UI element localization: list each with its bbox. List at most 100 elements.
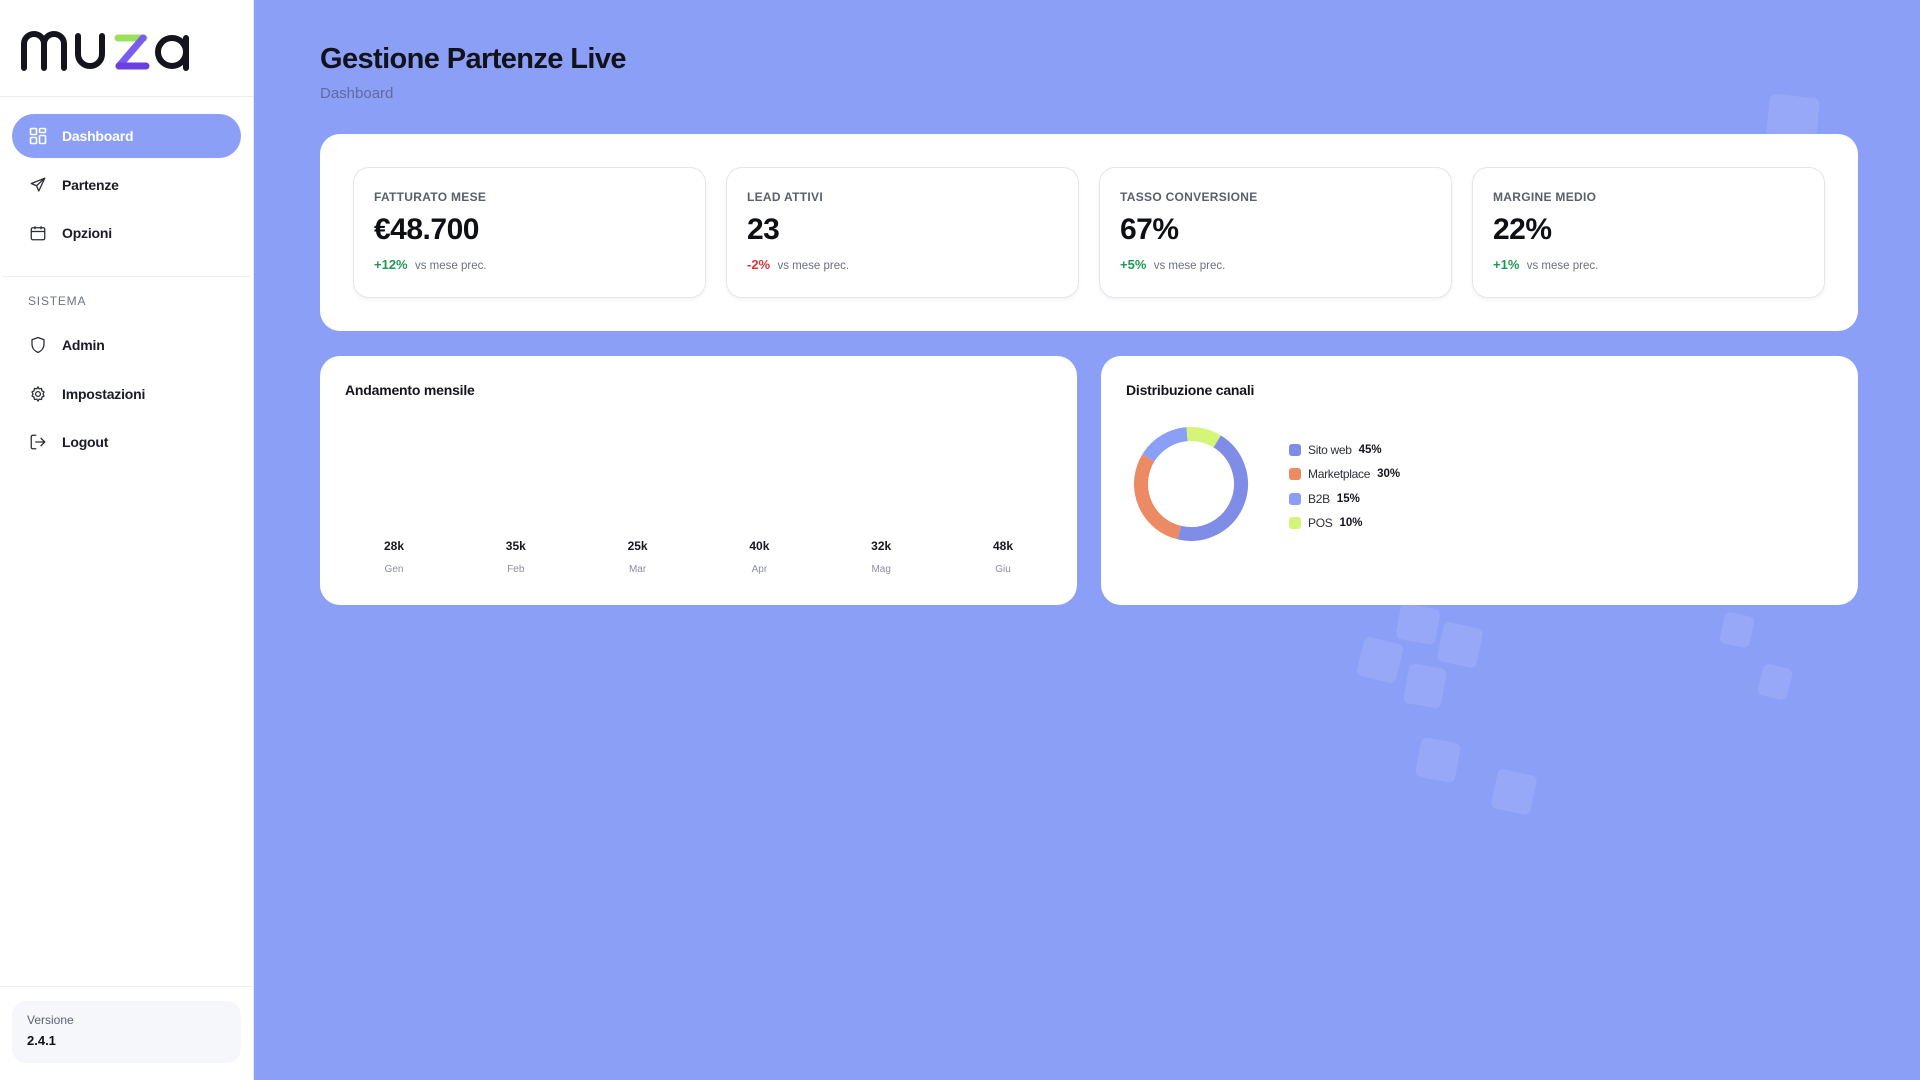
bar-category-label: Mag bbox=[871, 564, 891, 575]
kpi-panel: FATTURATO MESE €48.700 +12% vs mese prec… bbox=[320, 134, 1858, 331]
kpi-value: 23 bbox=[747, 213, 780, 246]
nav-item-label: Dashboard bbox=[62, 128, 134, 144]
legend-swatch bbox=[1289, 492, 1301, 505]
decorative-square bbox=[1490, 768, 1538, 816]
kpi-delta-note: vs mese prec. bbox=[414, 260, 487, 272]
bar-value-label: 25k bbox=[627, 539, 648, 553]
monthly-trend-panel: Andamento mensile 28k Gen 35k Feb 25k Mar 40k A… bbox=[320, 356, 1077, 605]
nav-item-admin[interactable]: Admin bbox=[12, 323, 241, 367]
nav-item-logout[interactable]: Logout bbox=[12, 420, 241, 464]
legend-swatch bbox=[1289, 468, 1301, 481]
legend-item: POS 10% bbox=[1289, 511, 1400, 535]
kpi-label: FATTURATO MESE bbox=[374, 190, 487, 204]
kpi-value: 67% bbox=[1120, 213, 1179, 246]
kpi-delta: +12% bbox=[374, 257, 408, 272]
nav-item-opzioni[interactable]: Opzioni bbox=[12, 211, 241, 255]
main-content: Gestione Partenze Live Dashboard FATTURA… bbox=[320, 0, 1858, 605]
section-title-sistema: SISTEMA bbox=[28, 294, 87, 308]
donut-slice[interactable] bbox=[1142, 427, 1189, 462]
legend-item: B2B 15% bbox=[1289, 487, 1400, 511]
main-nav: Dashboard Partenze Opzioni bbox=[0, 97, 253, 255]
bar-column[interactable]: 48k Giu bbox=[968, 539, 1038, 575]
version-box: Versione 2.4.1 bbox=[12, 1001, 241, 1063]
kpi-label: LEAD ATTIVI bbox=[747, 190, 823, 204]
bar-category-label: Gen bbox=[384, 564, 404, 575]
donut-slice[interactable] bbox=[1134, 454, 1182, 540]
kpi-card-lead: LEAD ATTIVI 23 -2% vs mese prec. bbox=[726, 167, 1079, 298]
kpi-delta-row: +1% vs mese prec. bbox=[1493, 257, 1804, 272]
nav-item-label: Opzioni bbox=[62, 225, 112, 241]
bar-category-label: Apr bbox=[751, 564, 768, 575]
bar-category-label: Giu bbox=[995, 564, 1011, 575]
plane-icon bbox=[28, 175, 48, 195]
bar-column[interactable]: 32k Mag bbox=[846, 539, 916, 575]
kpi-delta-row: +12% vs mese prec. bbox=[374, 257, 685, 272]
page-title: Gestione Partenze Live bbox=[320, 43, 627, 75]
kpi-label: TASSO CONVERSIONE bbox=[1120, 190, 1258, 204]
channels-panel: Distribuzione canali Sito web 45% Marketpl… bbox=[1101, 356, 1858, 605]
bar-value-label: 35k bbox=[505, 539, 526, 553]
decorative-square bbox=[1355, 635, 1405, 685]
nav-item-label: Partenze bbox=[62, 176, 119, 193]
legend-value: 15% bbox=[1336, 492, 1360, 505]
bar-column[interactable]: 25k Mar bbox=[603, 539, 673, 575]
decorative-square bbox=[1402, 663, 1448, 709]
logo-area: muza bbox=[0, 0, 253, 97]
shield-icon bbox=[28, 335, 48, 355]
legend-label: Sito web bbox=[1308, 443, 1352, 458]
donut-slice[interactable] bbox=[1186, 427, 1221, 448]
sidebar-divider bbox=[3, 276, 250, 277]
bar-column[interactable]: 35k Feb bbox=[481, 539, 551, 575]
panel-title: Andamento mensile bbox=[345, 382, 475, 398]
nav-item-label: Impostazioni bbox=[62, 385, 146, 402]
nav-item-impostazioni[interactable]: Impostazioni bbox=[12, 372, 241, 416]
legend-item: Sito web 45% bbox=[1289, 438, 1400, 462]
kpi-delta-row: +5% vs mese prec. bbox=[1120, 257, 1431, 272]
kpi-card-fatturato: FATTURATO MESE €48.700 +12% vs mese prec… bbox=[353, 167, 706, 298]
legend-swatch bbox=[1289, 444, 1301, 457]
sidebar: muza Dashboard bbox=[0, 0, 254, 1080]
kpi-delta: +5% bbox=[1120, 257, 1147, 272]
donut-slice[interactable] bbox=[1177, 435, 1248, 541]
legend-value: 10% bbox=[1339, 517, 1363, 530]
kpi-delta-note: vs mese prec. bbox=[1153, 260, 1226, 272]
decorative-square bbox=[1756, 662, 1794, 702]
decorative-square bbox=[1414, 736, 1462, 784]
bar-value-label: 48k bbox=[992, 539, 1013, 553]
bar-value-label: 28k bbox=[383, 539, 405, 553]
dashboard-grid-icon bbox=[28, 126, 48, 146]
nav-item-label: Logout bbox=[62, 434, 109, 450]
gear-icon bbox=[28, 384, 48, 404]
bar-value-label: 32k bbox=[871, 539, 892, 553]
breadcrumb[interactable]: Dashboard bbox=[320, 85, 394, 102]
kpi-value: €48.700 bbox=[374, 213, 479, 246]
decorative-square bbox=[1395, 602, 1441, 646]
kpi-card-conversione: TASSO CONVERSIONE 67% +5% vs mese prec. bbox=[1099, 167, 1452, 298]
legend-label: B2B bbox=[1308, 491, 1330, 506]
panel-title: Distribuzione canali bbox=[1126, 382, 1255, 398]
bar-category-label: Feb bbox=[507, 564, 525, 575]
version-label: Versione bbox=[27, 1013, 74, 1027]
muza-logo[interactable]: muza bbox=[20, 24, 210, 72]
legend-value: 45% bbox=[1358, 444, 1382, 457]
kpi-delta: -2% bbox=[747, 257, 771, 272]
logout-icon bbox=[28, 432, 48, 452]
nav-item-dashboard[interactable]: Dashboard bbox=[12, 114, 241, 158]
kpi-value: 22% bbox=[1493, 213, 1552, 246]
kpi-delta-note: vs mese prec. bbox=[777, 260, 850, 272]
bar-value-label: 40k bbox=[749, 539, 770, 553]
nav-item-label: Admin bbox=[62, 337, 105, 353]
bar-column[interactable]: 28k Gen bbox=[359, 539, 429, 575]
decorative-square bbox=[1436, 621, 1484, 669]
nav-item-partenze[interactable]: Partenze bbox=[12, 163, 241, 207]
legend-label: POS bbox=[1308, 516, 1333, 531]
channels-legend: Sito web 45% Marketplace 30% B2B 15% POS 10% bbox=[1289, 438, 1400, 535]
sidebar-footer: Versione 2.4.1 bbox=[0, 986, 253, 1080]
kpi-delta: +1% bbox=[1493, 257, 1520, 272]
legend-item: Marketplace 30% bbox=[1289, 462, 1400, 486]
bar-category-label: Mar bbox=[628, 564, 647, 575]
system-nav: Admin Impostazioni Logout bbox=[0, 319, 253, 464]
kpi-label: MARGINE MEDIO bbox=[1493, 190, 1597, 204]
version-value: 2.4.1 bbox=[27, 1033, 56, 1048]
bar-column[interactable]: 40k Apr bbox=[724, 539, 794, 575]
